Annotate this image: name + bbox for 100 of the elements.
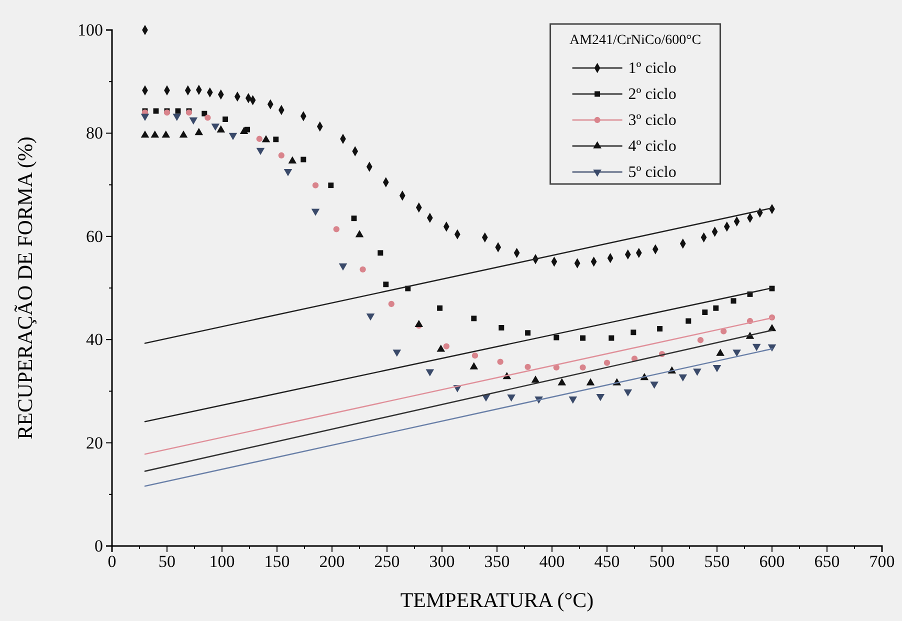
point: [608, 335, 614, 341]
point: [140, 114, 150, 121]
legend-label: 4º ciclo: [628, 138, 676, 155]
x-tick-label: 150: [264, 552, 290, 572]
x-tick-label: 0: [108, 552, 116, 572]
point: [383, 282, 389, 288]
point: [312, 182, 319, 188]
point: [650, 382, 658, 389]
point: [204, 114, 211, 121]
y-tick-label: 100: [78, 20, 103, 40]
point: [328, 182, 334, 188]
point: [497, 358, 504, 365]
point: [693, 368, 702, 376]
point: [150, 130, 160, 138]
point: [311, 208, 320, 216]
point: [228, 132, 238, 140]
x-tick-label: 600: [759, 552, 785, 572]
y-tick-label: 0: [94, 536, 103, 556]
point: [554, 334, 560, 340]
point: [470, 362, 478, 370]
point: [630, 330, 636, 336]
x-tick-label: 550: [704, 552, 730, 572]
point: [175, 108, 181, 114]
point: [172, 114, 182, 121]
point: [657, 326, 663, 332]
x-axis-title: TEMPERATURA (°C): [400, 588, 594, 612]
point: [388, 300, 394, 308]
point: [211, 124, 220, 131]
x-tick-label: 400: [539, 552, 565, 572]
point: [222, 116, 228, 122]
point: [437, 305, 443, 311]
point: [288, 156, 297, 164]
point: [730, 298, 736, 304]
legend-label: 3º ciclo: [628, 112, 676, 129]
x-tick-label: 100: [209, 552, 235, 572]
point: [624, 389, 632, 397]
x-tick-label: 650: [814, 552, 840, 572]
point: [392, 350, 402, 357]
point: [580, 335, 586, 341]
point: [360, 266, 366, 273]
point: [732, 350, 741, 357]
point: [686, 318, 692, 324]
point: [443, 343, 450, 350]
point: [531, 376, 540, 383]
point: [153, 108, 159, 114]
legend-title: AM241/CrNiCo/600°C: [569, 33, 702, 48]
legend-label: 2º ciclo: [628, 86, 676, 103]
x-tick-label: 50: [158, 552, 176, 572]
point: [140, 130, 150, 138]
x-tick-label: 300: [429, 552, 455, 572]
point: [713, 305, 719, 311]
point: [712, 365, 722, 372]
point: [338, 263, 348, 271]
point: [752, 344, 761, 352]
point: [558, 378, 566, 386]
point: [426, 369, 434, 376]
y-tick-label: 20: [86, 433, 103, 452]
x-tick-label: 200: [319, 552, 345, 572]
x-tick-label: 350: [484, 552, 510, 572]
point: [378, 250, 384, 256]
point: [586, 378, 595, 386]
legend-label: 1º ciclo: [628, 60, 676, 77]
point: [273, 136, 279, 142]
point: [697, 337, 704, 344]
point: [162, 130, 170, 138]
point: [498, 324, 504, 330]
legend-label: 5º ciclo: [628, 164, 676, 181]
x-tick-label: 450: [594, 552, 620, 572]
point: [568, 396, 578, 404]
point: [471, 316, 477, 322]
point: [472, 352, 478, 359]
point: [596, 394, 605, 402]
point: [678, 374, 688, 382]
point: [507, 394, 516, 402]
x-tick-label: 700: [869, 552, 895, 572]
point: [525, 330, 531, 336]
point: [256, 136, 262, 142]
point: [262, 135, 270, 142]
point: [216, 125, 226, 133]
point: [240, 126, 248, 134]
point: [604, 360, 610, 366]
point: [355, 230, 364, 238]
point: [414, 320, 424, 328]
point: [202, 110, 208, 116]
point: [351, 216, 357, 222]
point: [278, 152, 284, 158]
point: [194, 128, 204, 136]
y-tick-label: 40: [86, 330, 103, 350]
point: [300, 156, 306, 162]
point: [436, 344, 446, 352]
y-axis-title: RECUPERAÇÃO DE FORMA (%): [13, 136, 37, 440]
point: [366, 313, 375, 321]
point: [256, 148, 265, 156]
point: [189, 117, 198, 125]
x-tick-label: 250: [374, 552, 400, 572]
y-tick-label: 80: [86, 124, 103, 143]
y-tick-label: 60: [86, 226, 103, 246]
point: [702, 310, 708, 315]
point: [524, 364, 531, 370]
point: [333, 226, 340, 232]
